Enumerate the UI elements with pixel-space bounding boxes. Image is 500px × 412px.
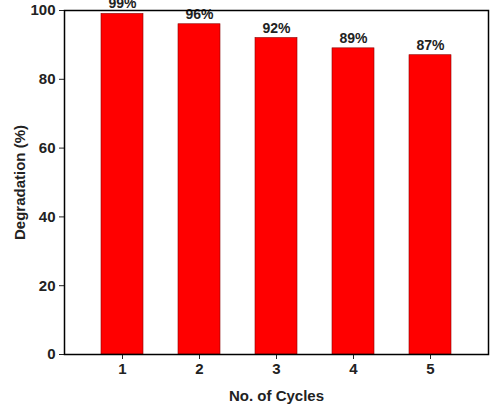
svg-text:99%: 99% — [108, 0, 137, 11]
svg-text:100: 100 — [30, 1, 55, 18]
svg-text:96%: 96% — [185, 6, 214, 22]
svg-text:No. of Cycles: No. of Cycles — [229, 387, 324, 404]
svg-text:3: 3 — [272, 360, 280, 377]
svg-text:80: 80 — [39, 70, 56, 87]
svg-text:87%: 87% — [416, 37, 445, 53]
svg-text:92%: 92% — [262, 20, 291, 36]
svg-text:5: 5 — [426, 360, 434, 377]
svg-text:0: 0 — [47, 345, 55, 362]
svg-text:Degradation (%): Degradation (%) — [11, 125, 28, 240]
svg-text:40: 40 — [39, 208, 56, 225]
svg-text:89%: 89% — [339, 30, 368, 46]
svg-text:60: 60 — [39, 139, 56, 156]
svg-text:1: 1 — [118, 360, 126, 377]
svg-text:2: 2 — [195, 360, 203, 377]
svg-text:20: 20 — [39, 277, 56, 294]
svg-text:4: 4 — [349, 360, 358, 377]
